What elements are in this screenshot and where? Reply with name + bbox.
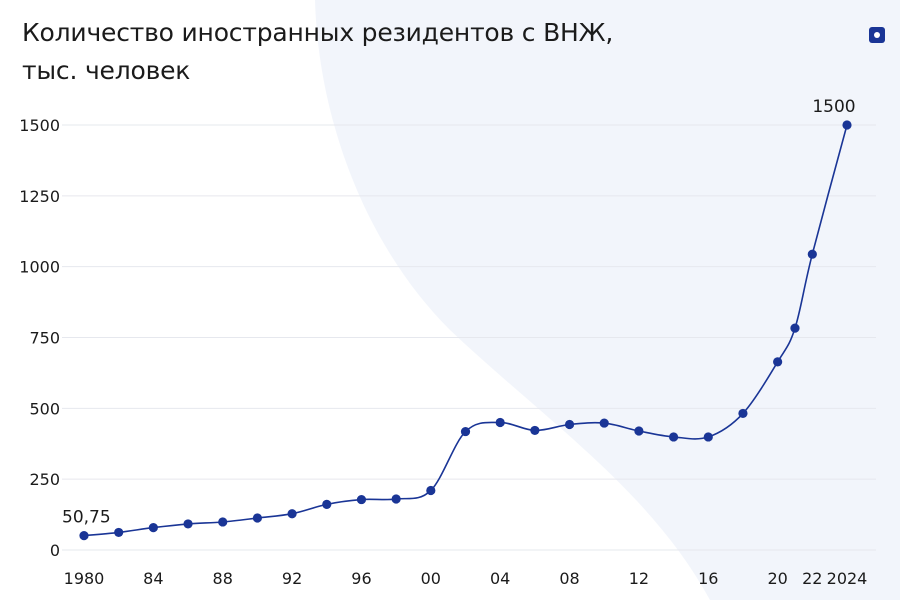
- data-point: [634, 426, 644, 436]
- data-point: [668, 432, 679, 442]
- data-point: [790, 323, 800, 333]
- background-shape: [315, 0, 900, 600]
- data-point: [114, 527, 124, 538]
- data-point: [530, 425, 540, 436]
- data-point: [495, 417, 505, 428]
- data-point: [356, 494, 367, 505]
- data-point: [218, 517, 228, 527]
- y-tick-label: 0: [50, 541, 60, 560]
- series-line: [83, 124, 848, 537]
- y-tick-label: 1250: [19, 187, 60, 206]
- data-point: [564, 419, 575, 430]
- data-point: [599, 418, 609, 428]
- chart-title-line-1: Количество иностранных резидентов с ВНЖ,: [22, 18, 614, 47]
- y-tick-label: 750: [29, 329, 60, 348]
- chart-title: Количество иностранных резидентов с ВНЖ,…: [22, 14, 742, 90]
- x-tick-label: 2024: [827, 569, 868, 588]
- grid-lines: [62, 124, 876, 551]
- data-label: 1500: [812, 97, 855, 117]
- data-labels: 50,75 1500: [62, 97, 856, 528]
- data-point: [773, 357, 783, 367]
- data-point: [703, 432, 713, 442]
- chart-title-line-2: тыс. человек: [22, 56, 191, 85]
- data-point: [738, 408, 748, 419]
- x-tick-label: 22: [802, 569, 822, 588]
- x-tick-label: 20: [767, 569, 787, 588]
- x-tick-label: 88: [213, 569, 233, 588]
- data-points: [79, 120, 852, 541]
- x-tick-label: 08: [559, 569, 579, 588]
- x-tick-label: 1980: [64, 569, 105, 588]
- data-point: [183, 519, 193, 529]
- x-tick-label: 16: [698, 569, 718, 588]
- data-point: [842, 120, 852, 130]
- x-tick-label: 04: [490, 569, 510, 588]
- y-tick-label: 500: [29, 399, 60, 418]
- data-point: [807, 249, 817, 259]
- data-point: [287, 509, 297, 519]
- x-tick-label: 84: [143, 569, 163, 588]
- x-tick-label: 92: [282, 569, 302, 588]
- data-label: 50,75: [62, 508, 111, 528]
- x-tick-label: 00: [421, 569, 441, 588]
- y-tick-label: 1500: [19, 116, 60, 135]
- y-tick-label: 250: [29, 470, 60, 489]
- data-point: [391, 494, 401, 504]
- x-tick-label: 96: [351, 569, 371, 588]
- data-point: [148, 523, 158, 533]
- data-point: [322, 499, 332, 509]
- x-tick-label: 12: [629, 569, 649, 588]
- y-tick-label: 1000: [19, 258, 60, 277]
- x-axis-ticks: 1980 84 88 92 96 00 04 08 12 16 20 22 2024: [64, 569, 868, 588]
- data-point: [252, 513, 263, 523]
- data-point: [426, 485, 436, 496]
- y-axis-ticks: 0 250 500 750 1000 1250 1500: [19, 116, 60, 560]
- logo-icon: [869, 27, 885, 43]
- data-point: [460, 426, 471, 437]
- data-point: [79, 531, 89, 541]
